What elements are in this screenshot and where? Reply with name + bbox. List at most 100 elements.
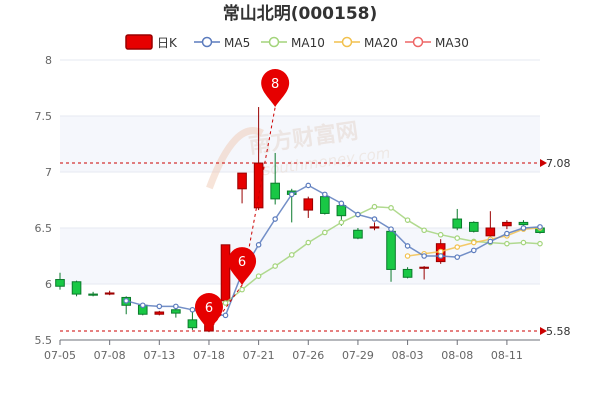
grid-band bbox=[60, 228, 540, 284]
candle-body bbox=[485, 227, 496, 237]
mark-pin[interactable]: 8 bbox=[261, 69, 290, 108]
candle-body bbox=[386, 230, 396, 270]
ma10-point bbox=[504, 240, 510, 247]
legend-label-daily-k: 日K bbox=[157, 36, 178, 50]
candle[interactable] bbox=[468, 221, 479, 233]
ma5-point bbox=[437, 253, 444, 259]
candle[interactable] bbox=[502, 220, 512, 230]
candle[interactable] bbox=[452, 208, 463, 231]
candle[interactable] bbox=[104, 290, 115, 296]
candle-body bbox=[71, 281, 82, 295]
legend-marker-ma20 bbox=[341, 36, 353, 48]
candle[interactable] bbox=[485, 211, 496, 239]
ma10-point bbox=[404, 217, 411, 223]
pin-shape bbox=[261, 69, 290, 108]
candle-body bbox=[104, 292, 115, 295]
ma5-point bbox=[388, 226, 394, 232]
candle[interactable] bbox=[402, 267, 413, 279]
ma5-point bbox=[173, 303, 179, 310]
legend-item-ma10[interactable]: MA10 bbox=[261, 36, 325, 50]
ma5-point bbox=[404, 243, 411, 249]
candle[interactable] bbox=[303, 196, 314, 218]
y-tick-label: 7 bbox=[45, 166, 52, 179]
ma5-point bbox=[520, 225, 527, 231]
ma5-point bbox=[139, 302, 146, 309]
x-tick-label: 07-21 bbox=[243, 349, 275, 362]
legend-item-ma30[interactable]: MA30 bbox=[405, 36, 469, 50]
legend[interactable]: 日K MA5 MA10 MA20 MA30 bbox=[125, 34, 469, 50]
candle[interactable] bbox=[253, 107, 264, 211]
ma5-point bbox=[123, 297, 130, 304]
candle[interactable] bbox=[55, 272, 65, 290]
legend-label-ma30: MA30 bbox=[435, 36, 469, 50]
y-axis: 5.5 6 6.5 7 7.5 8 bbox=[35, 54, 53, 347]
ma5-point bbox=[189, 306, 196, 313]
candle-body bbox=[253, 162, 264, 209]
candle-body bbox=[402, 268, 413, 278]
candle-body bbox=[452, 218, 463, 229]
mark-pin[interactable]: 6 bbox=[194, 293, 223, 332]
candle-body bbox=[502, 221, 512, 227]
candle[interactable] bbox=[220, 244, 231, 302]
ma10-point bbox=[454, 235, 461, 241]
ma5-point bbox=[504, 230, 510, 237]
pin-label: 6 bbox=[238, 255, 246, 270]
candle[interactable] bbox=[419, 266, 429, 280]
ma5-point bbox=[288, 191, 295, 198]
ma10-point bbox=[537, 240, 543, 247]
legend-marker-ma5 bbox=[201, 36, 213, 48]
candle[interactable] bbox=[518, 220, 529, 226]
ma20-point bbox=[404, 253, 411, 259]
x-axis: 07-05 07-08 07-13 07-18 07-21 07-26 07-29 08-03… bbox=[44, 339, 540, 362]
legend-item-ma5[interactable]: MA5 bbox=[194, 36, 250, 50]
legend-label-ma5: MA5 bbox=[224, 36, 250, 50]
candle[interactable] bbox=[71, 280, 82, 297]
candle[interactable] bbox=[237, 172, 247, 204]
candle[interactable] bbox=[369, 222, 380, 231]
candle[interactable] bbox=[88, 291, 98, 297]
ma5-point bbox=[322, 191, 328, 198]
legend-item-daily-k[interactable]: 日K bbox=[125, 34, 178, 50]
candle-body bbox=[171, 309, 181, 314]
pin-shape bbox=[194, 293, 223, 332]
candle[interactable] bbox=[154, 310, 165, 316]
ma5-point bbox=[421, 253, 427, 259]
x-tick-label: 07-18 bbox=[193, 349, 225, 362]
ma10-point bbox=[421, 227, 427, 234]
ma5-point bbox=[255, 242, 262, 248]
candle-body bbox=[55, 279, 65, 287]
ma5-point bbox=[487, 238, 494, 245]
ma10-point bbox=[338, 219, 345, 226]
ma5-point bbox=[272, 216, 278, 222]
y-tick-label: 7.5 bbox=[35, 110, 53, 123]
ma10-point bbox=[388, 205, 394, 211]
ma10-point bbox=[371, 203, 378, 210]
ma5-point bbox=[305, 182, 312, 189]
x-tick-label: 08-03 bbox=[392, 349, 424, 362]
candle[interactable] bbox=[270, 152, 280, 205]
candle-body bbox=[336, 205, 347, 217]
reference-lines: 7.08 5.58 bbox=[60, 157, 571, 338]
ref-line-arrow bbox=[540, 159, 547, 168]
candle-body bbox=[88, 293, 98, 296]
legend-item-ma20[interactable]: MA20 bbox=[334, 36, 398, 50]
candle-body bbox=[518, 221, 529, 226]
x-tick-label: 07-29 bbox=[342, 349, 374, 362]
y-tick-label: 5.5 bbox=[35, 334, 53, 347]
ma5-line bbox=[126, 184, 541, 317]
ma10-point bbox=[305, 239, 312, 246]
candle[interactable] bbox=[353, 228, 363, 240]
ma10-point bbox=[255, 273, 262, 279]
ref-line-label: 5.58 bbox=[546, 325, 571, 338]
ma5-point bbox=[156, 303, 163, 310]
candle[interactable] bbox=[320, 194, 330, 215]
mark-pin[interactable]: 6 bbox=[228, 247, 257, 286]
y-tick-label: 6.5 bbox=[35, 222, 53, 235]
ma5-point bbox=[537, 224, 543, 230]
ma10-point bbox=[437, 231, 444, 238]
x-tick-label: 07-13 bbox=[143, 349, 175, 362]
ma10-point bbox=[322, 229, 328, 236]
ma5-point bbox=[338, 200, 345, 207]
candle-body bbox=[187, 319, 198, 329]
ma5-point bbox=[355, 211, 361, 218]
